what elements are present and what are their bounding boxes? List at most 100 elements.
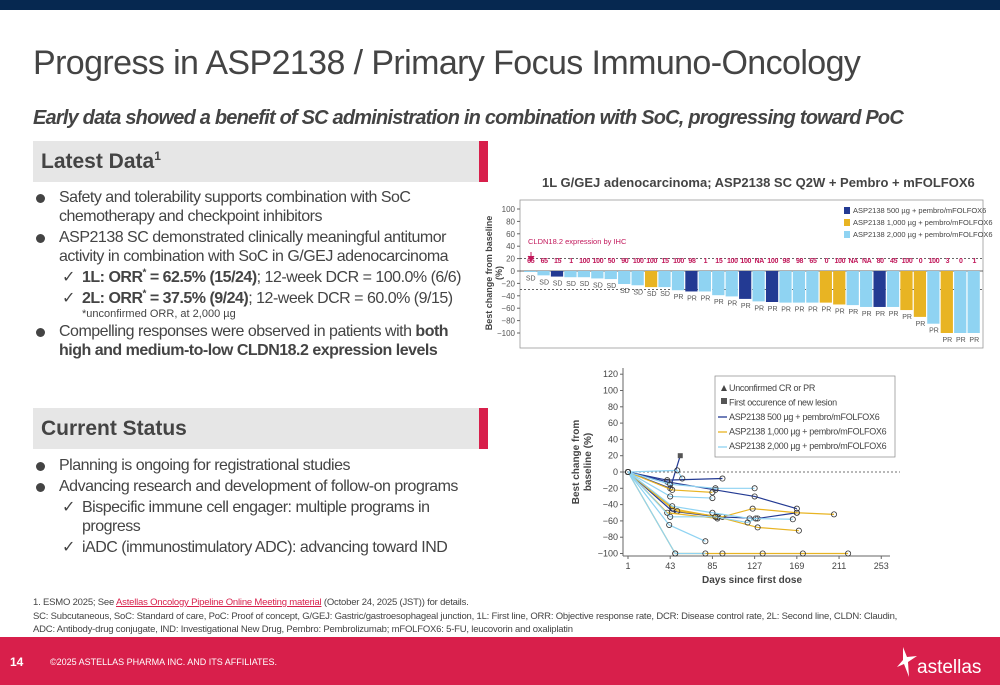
t: ; 12-week DCR = 100.0% (6/6) <box>256 269 462 286</box>
accent-tab <box>479 408 488 449</box>
cldn-label: 98 <box>688 258 696 265</box>
cldn-label: 90 <box>621 258 629 265</box>
legend-label: Unconfirmed CR or PR <box>729 383 816 393</box>
data-point <box>709 489 716 496</box>
cldn-label: 65 <box>541 258 549 265</box>
t: 1. ESMO 2025; See <box>33 597 117 608</box>
cldn-label: 50 <box>608 258 616 265</box>
bar <box>886 271 900 307</box>
bar <box>752 271 765 302</box>
response-label: SD <box>539 279 549 286</box>
heading-text: Latest Data <box>41 150 155 173</box>
x-tick-label: 127 <box>747 561 762 571</box>
cldn-label: 100 <box>593 258 604 265</box>
bar <box>698 271 711 292</box>
data-point <box>667 493 674 500</box>
cldn-label: 45 <box>890 258 898 265</box>
cldn-label: 15 <box>554 258 562 265</box>
footnote-ref: 1 <box>154 149 161 163</box>
ihc-annotation: CLDN18.2 expression by IHC <box>528 237 627 246</box>
data-point <box>719 550 726 557</box>
meeting-material-link[interactable]: Astellas Oncology Pipeline Online Meetin… <box>116 597 322 608</box>
cldn-label: 15 <box>662 258 670 265</box>
check-item: iADC (immunostimulatory ADC): advancing … <box>36 538 476 557</box>
copyright: ©2025 ASTELLAS PHARMA INC. AND ITS AFFIL… <box>50 657 278 667</box>
abbreviations-1: SC: Subcutaneous, SoC: Standard of care,… <box>33 611 898 622</box>
bar <box>900 271 913 311</box>
y-axis-label-2: baseline (%) <box>583 433 594 491</box>
data-point <box>709 495 716 502</box>
footer: 14 ©2025 ASTELLAS PHARMA INC. AND ITS AF… <box>0 637 1000 685</box>
data-point <box>667 481 674 488</box>
response-label: PR <box>875 311 885 318</box>
t: 1L: ORR <box>82 269 143 286</box>
y-tick-label: 120 <box>603 369 618 379</box>
data-point <box>714 515 721 522</box>
page-subtitle: Early data showed a benefit of SC admini… <box>33 107 904 129</box>
legend-label: ASP2138 1,000 µg + pembro/mFOLFOX6 <box>729 427 887 437</box>
response-label: SD <box>593 282 603 289</box>
bar <box>618 271 631 285</box>
data-point <box>752 515 759 522</box>
bar <box>765 271 779 302</box>
t: (October 24, 2025 (JST)) for details. <box>321 597 469 608</box>
legend-swatch <box>844 207 850 214</box>
bullet: Compelling responses were observed in pa… <box>36 322 476 360</box>
series-line <box>627 469 683 479</box>
bullet: Safety and tolerability supports combina… <box>36 188 476 226</box>
cldn-label: 100 <box>673 258 684 265</box>
bar <box>725 271 738 297</box>
data-point <box>831 511 838 518</box>
y-tick-label: 60 <box>608 418 618 428</box>
cldn-label: 100 <box>740 258 751 265</box>
cldn-label: 100 <box>767 258 778 265</box>
x-tick-label: 211 <box>832 561 846 571</box>
series-line <box>627 471 713 493</box>
y-tick-label: 0 <box>511 267 516 276</box>
data-point <box>789 516 796 523</box>
y-tick-label: −40 <box>603 500 618 510</box>
bullet: Advancing research and development of fo… <box>36 477 476 496</box>
triangle-icon <box>721 385 727 391</box>
cldn-label: NA <box>849 258 859 265</box>
cldn-label: 100 <box>646 258 657 265</box>
status-list: Planning is ongoing for registrational s… <box>36 456 476 559</box>
bar <box>806 271 819 303</box>
response-label: SD <box>580 281 590 288</box>
latest-data-list: Safety and tolerability supports combina… <box>36 188 476 362</box>
cldn-label: 100 <box>834 258 845 265</box>
legend-swatch <box>844 219 850 226</box>
y-tick-label: −60 <box>501 304 515 313</box>
x-tick-label: 253 <box>874 561 889 571</box>
response-label: SD <box>620 288 630 295</box>
data-point <box>702 550 709 557</box>
bar <box>819 271 832 303</box>
cldn-label: 80 <box>877 258 885 265</box>
bar <box>873 271 886 307</box>
cldn-label: 15 <box>715 258 723 265</box>
bar <box>577 271 591 278</box>
series-line <box>627 471 793 520</box>
bar <box>860 271 873 307</box>
bar <box>550 271 564 277</box>
t: = 37.5% (9/24) <box>145 290 249 307</box>
response-label: PR <box>902 314 912 321</box>
cldn-label: 100 <box>929 258 940 265</box>
bar <box>779 271 792 303</box>
series-line <box>627 471 713 499</box>
check-item: 2L: ORR* = 37.5% (9/24); 12-week DCR = 6… <box>36 289 476 320</box>
data-point <box>669 486 676 493</box>
y-tick-label: 40 <box>608 434 618 444</box>
response-label: PR <box>714 299 724 306</box>
data-point <box>845 550 852 557</box>
response-label: SD <box>633 289 643 296</box>
accent-tab <box>479 141 488 182</box>
response-label: SD <box>553 281 563 288</box>
response-label: PR <box>674 294 684 301</box>
x-tick-label: 1 <box>625 561 630 571</box>
current-status-heading: Current Status <box>33 408 479 449</box>
response-label: PR <box>768 306 778 313</box>
series-line <box>627 471 706 555</box>
response-label: PR <box>916 321 926 328</box>
bar <box>792 271 806 303</box>
